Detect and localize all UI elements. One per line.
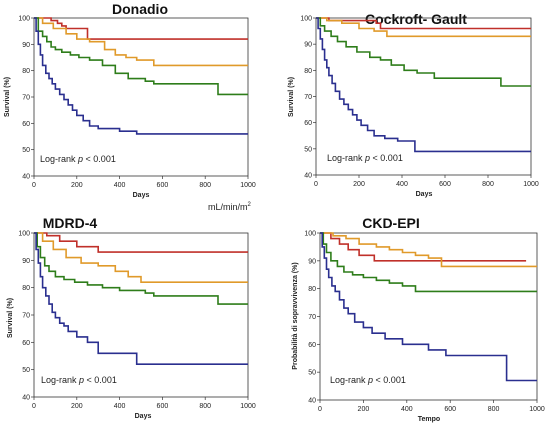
x-tick-label: 0 (314, 181, 318, 188)
y-tick-label: 50 (22, 147, 30, 154)
plot-frame (33, 17, 249, 177)
y-tick-label: 80 (304, 68, 312, 75)
x-tick-label: 1000 (240, 403, 256, 410)
x-tick-label: 400 (396, 181, 408, 188)
x-tick-label: 1000 (529, 406, 545, 413)
series-curve-red (34, 232, 248, 253)
y-tick-label: 40 (22, 174, 30, 181)
logrank-annotation: Log-rank p < 0.001 (40, 154, 116, 164)
y-tick-label: 40 (22, 395, 30, 402)
y-tick-label: 50 (304, 146, 312, 153)
x-tick-label: 0 (318, 406, 322, 413)
panel-donadio: Donadio 0 200 400 600 800 1000 40 50 60 70 80 90 100… (4, 1, 256, 199)
y-axis-label: Survival (%) (288, 77, 295, 117)
x-tick-label: 200 (353, 181, 365, 188)
series-curve-red (34, 17, 248, 40)
y-tick-label: 100 (18, 231, 30, 238)
series-curve-red (320, 232, 527, 262)
panel-title: Cockroft- Gault (365, 11, 467, 27)
y-tick-label: 40 (304, 173, 312, 180)
y-tick-label: 60 (308, 342, 316, 349)
y-tick-label: 60 (22, 121, 30, 128)
x-tick-label: 600 (444, 406, 456, 413)
x-tick-label: 600 (157, 403, 169, 410)
panel-title: MDRD-4 (43, 215, 98, 231)
x-tick-label: 400 (401, 406, 413, 413)
x-tick-label: 800 (482, 181, 494, 188)
series-curve-orange (320, 232, 537, 268)
y-tick-label: 70 (304, 94, 312, 101)
plot-area: 0 200 400 600 800 1000 40 50 60 70 80 90 100 (18, 16, 256, 190)
y-axis-label: Probabilità di sopravvivenza (%) (292, 262, 299, 369)
y-tick-label: 80 (22, 285, 30, 292)
logrank-annotation: Log-rank p < 0.001 (330, 375, 406, 385)
x-tick-label: 200 (71, 182, 83, 189)
series-curve-red (316, 17, 531, 30)
x-tick-label: 1000 (523, 181, 539, 188)
x-tick-label: 600 (439, 181, 451, 188)
series-curve-blue (320, 232, 537, 382)
x-tick-label: 1000 (240, 182, 256, 189)
x-tick-label: 800 (488, 406, 500, 413)
y-tick-label: 60 (304, 120, 312, 127)
x-tick-label: 800 (199, 403, 211, 410)
panel-cockroft-gault: Cockroft- Gault 0 200 400 600 800 1000 40 50 60 7… (288, 11, 539, 198)
x-axis-label: Tempo (418, 416, 440, 423)
series-curve-orange (34, 232, 248, 283)
series-curve-green (34, 232, 248, 305)
logrank-annotation: Log-rank p < 0.001 (327, 153, 403, 163)
y-tick-label: 40 (308, 398, 316, 405)
x-axis-label: Days (133, 192, 150, 199)
x-tick-label: 400 (114, 182, 126, 189)
plot-area: 0 200 400 600 800 1000 40 50 60 70 80 90 100 (300, 16, 539, 189)
y-tick-label: 80 (308, 286, 316, 293)
series-curve-green (316, 17, 531, 87)
series-curve-green (34, 17, 248, 96)
y-tick-label: 70 (22, 95, 30, 102)
y-tick-label: 100 (300, 16, 312, 23)
logrank-annotation: Log-rank p < 0.001 (41, 375, 117, 385)
x-axis-label: Days (416, 191, 433, 198)
x-axis-label: Days (135, 413, 152, 420)
y-tick-label: 70 (22, 313, 30, 320)
y-tick-label: 70 (308, 314, 316, 321)
series-curve-orange (34, 17, 248, 67)
x-tick-label: 600 (157, 182, 169, 189)
y-axis-label: Survival (%) (4, 77, 11, 117)
panel-title: CKD-EPI (362, 215, 420, 231)
y-axis-label: Survival (%) (7, 298, 14, 338)
y-tick-label: 100 (18, 16, 30, 23)
series-curve-blue (34, 17, 248, 135)
series-curve-orange (316, 17, 531, 38)
y-tick-label: 100 (304, 231, 316, 238)
x-tick-label: 200 (71, 403, 83, 410)
y-tick-label: 90 (22, 42, 30, 49)
plot-area: 0 200 400 600 800 1000 40 50 60 70 80 90 100 (18, 231, 256, 411)
x-tick-label: 0 (32, 403, 36, 410)
y-tick-label: 90 (304, 42, 312, 49)
y-tick-label: 60 (22, 340, 30, 347)
x-tick-label: 200 (358, 406, 370, 413)
x-tick-label: 0 (32, 182, 36, 189)
panel-mdrd-4: MDRD-4 0 200 400 600 800 1000405060708090100 … (7, 215, 256, 420)
series-curve-blue (316, 17, 531, 153)
series-curve-blue (34, 232, 248, 365)
y-tick-label: 90 (22, 258, 30, 265)
panel-title: Donadio (112, 1, 168, 17)
y-tick-label: 80 (22, 68, 30, 75)
unit-note: mL/min/m2 (208, 202, 252, 212)
y-tick-label: 50 (308, 370, 316, 377)
plot-area: 0 200 400 600 800 1000 40 50 60 70 80 90 100 (304, 231, 545, 414)
y-tick-label: 90 (308, 258, 316, 265)
y-tick-label: 50 (22, 367, 30, 374)
x-tick-label: 400 (114, 403, 126, 410)
x-tick-label: 800 (199, 182, 211, 189)
series-curve-green (320, 232, 537, 293)
panel-ckd-epi: CKD-EPI 0 200 400 600 800 1000 40 50 60 70 80 90 100… (292, 215, 545, 423)
